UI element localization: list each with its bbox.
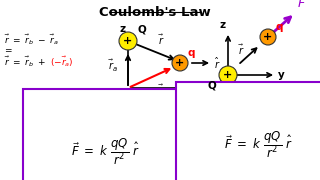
Circle shape (260, 29, 276, 45)
Circle shape (119, 32, 137, 50)
Text: x: x (93, 113, 100, 123)
Text: $\vec{F}$: $\vec{F}$ (297, 0, 306, 11)
Text: $(-\vec{r}_a)$: $(-\vec{r}_a)$ (50, 55, 74, 69)
Text: $\vec{r}$: $\vec{r}$ (238, 43, 245, 57)
Circle shape (219, 66, 237, 84)
Text: $\vec{r}_b$: $\vec{r}_b$ (158, 83, 168, 99)
Text: $\vec{r}\ =\ \vec{r}_b\ +$: $\vec{r}\ =\ \vec{r}_b\ +$ (4, 55, 46, 69)
Text: q: q (275, 22, 283, 32)
Text: +: + (223, 70, 233, 80)
Text: z: z (120, 24, 126, 34)
Text: =: = (4, 46, 12, 55)
Text: Q: Q (208, 80, 217, 90)
Text: y: y (187, 83, 194, 93)
Text: $\vec{r}$: $\vec{r}$ (158, 33, 164, 47)
Circle shape (172, 55, 188, 71)
Text: $\vec{F}\ =\ k\ \dfrac{qQ}{r^2}\ \hat{r}$: $\vec{F}\ =\ k\ \dfrac{qQ}{r^2}\ \hat{r}… (71, 137, 140, 167)
Text: $\vec{F}\ =\ k\ \dfrac{qQ}{r^2}\ \hat{r}$: $\vec{F}\ =\ k\ \dfrac{qQ}{r^2}\ \hat{r}… (224, 130, 292, 160)
Text: +: + (175, 58, 185, 68)
Text: $\hat{r}$: $\hat{r}$ (214, 55, 220, 71)
Text: $\vec{r}$: $\vec{r}$ (148, 108, 155, 122)
Text: Q: Q (137, 24, 146, 34)
Text: q: q (187, 48, 195, 58)
Text: +: + (263, 32, 273, 42)
Text: $\vec{r}_a$: $\vec{r}_a$ (108, 58, 118, 74)
Text: $\vec{r}\ =\ \vec{r}_b\ -\ \vec{r}_a$: $\vec{r}\ =\ \vec{r}_b\ -\ \vec{r}_a$ (4, 33, 59, 47)
Text: x: x (195, 98, 202, 108)
Text: +: + (124, 36, 132, 46)
Text: z: z (220, 20, 226, 30)
Text: y: y (278, 70, 285, 80)
Text: Coulomb's Law: Coulomb's Law (99, 6, 211, 19)
